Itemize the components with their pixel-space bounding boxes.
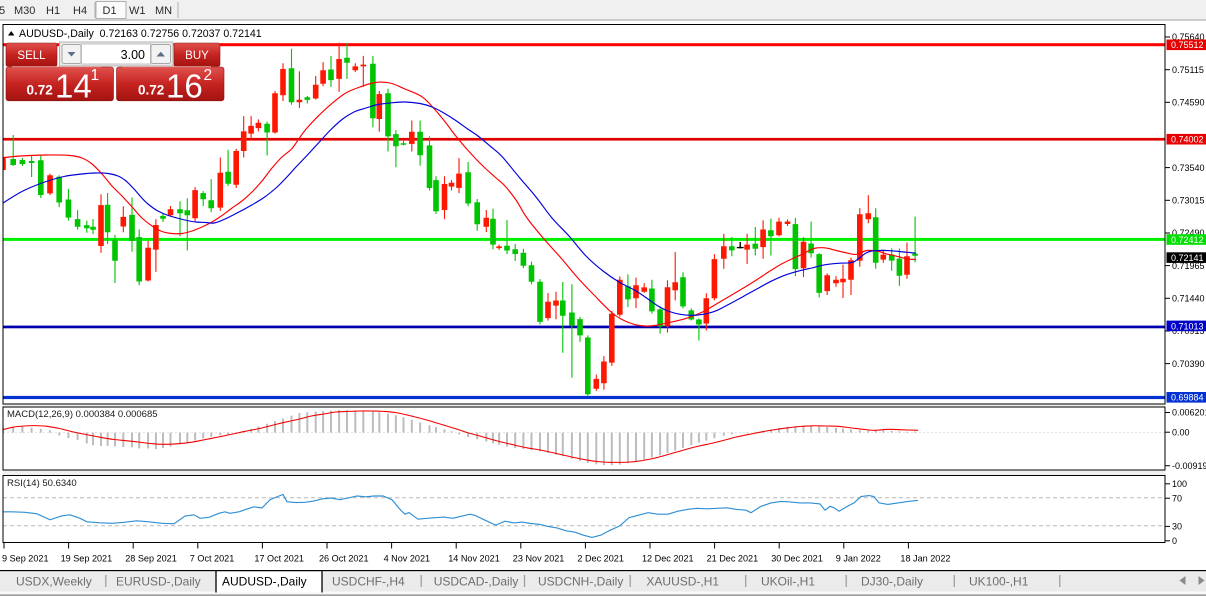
svg-text:14: 14 [55,68,92,105]
svg-text:0.74590: 0.74590 [1172,98,1205,108]
svg-text:9 Sep 2021: 9 Sep 2021 [2,554,49,564]
svg-text:0.71440: 0.71440 [1172,294,1205,304]
svg-text:4 Nov 2021: 4 Nov 2021 [384,554,431,564]
svg-text:-0.009197: -0.009197 [1172,461,1206,471]
svg-text:AUDUSD-,Daily: AUDUSD-,Daily [222,575,307,589]
svg-text:16: 16 [166,68,203,105]
svg-text:21 Dec 2021: 21 Dec 2021 [707,554,759,564]
svg-text:0.00: 0.00 [1172,427,1190,437]
svg-text:RSI(14) 50.6340: RSI(14) 50.6340 [7,478,77,489]
svg-text:W1: W1 [129,5,146,17]
svg-text:3.00: 3.00 [121,48,145,62]
svg-text:70: 70 [1172,493,1182,503]
svg-text:0.72490: 0.72490 [1172,228,1205,238]
svg-text:0.71013: 0.71013 [1171,321,1204,331]
svg-text:0.70390: 0.70390 [1172,359,1205,369]
svg-text:SELL: SELL [17,50,46,62]
svg-text:USDX,Weekly: USDX,Weekly [16,575,92,589]
svg-text:0.006201: 0.006201 [1172,408,1206,418]
svg-text:5: 5 [0,5,5,17]
svg-text:0.75640: 0.75640 [1172,32,1205,42]
svg-text:1: 1 [91,67,100,84]
svg-text:0.75115: 0.75115 [1172,65,1204,75]
svg-text:23 Nov 2021: 23 Nov 2021 [513,554,565,564]
svg-text:XAUUSD-,H1: XAUUSD-,H1 [646,575,719,589]
svg-text:30: 30 [1172,522,1182,532]
svg-text:DJ30-,Daily: DJ30-,Daily [861,575,923,589]
svg-text:MACD(12,26,9) 0.000384 0.00068: MACD(12,26,9) 0.000384 0.000685 [7,409,158,420]
svg-text:9 Jan 2022: 9 Jan 2022 [836,554,881,564]
svg-text:H1: H1 [46,5,60,17]
svg-text:EURUSD-,Daily: EURUSD-,Daily [116,575,201,589]
svg-text:7 Oct 2021: 7 Oct 2021 [190,554,235,564]
svg-text:USDCNH-,Daily: USDCNH-,Daily [538,575,623,589]
svg-text:USDCAD-,Daily: USDCAD-,Daily [434,575,519,589]
svg-text:12 Dec 2021: 12 Dec 2021 [642,554,694,564]
svg-text:0: 0 [1172,536,1177,546]
svg-text:0.72412: 0.72412 [1171,235,1204,245]
svg-text:AUDUSD-,Daily 0.72163 0.72756: AUDUSD-,Daily 0.72163 0.72756 0.72037 0.… [19,28,262,40]
svg-text:0.73015: 0.73015 [1172,196,1205,206]
svg-text:H4: H4 [73,5,87,17]
svg-text:0.72: 0.72 [27,83,53,98]
svg-text:0.75512: 0.75512 [1171,40,1204,50]
svg-text:UKOil-,H1: UKOil-,H1 [761,575,815,589]
svg-text:D1: D1 [103,5,117,17]
svg-text:17 Oct 2021: 17 Oct 2021 [254,554,304,564]
svg-text:0.72141: 0.72141 [1171,253,1204,263]
svg-text:USDCHF-,H4: USDCHF-,H4 [332,575,405,589]
svg-text:2 Dec 2021: 2 Dec 2021 [577,554,624,564]
svg-text:0.72: 0.72 [138,83,164,98]
svg-text:28 Sep 2021: 28 Sep 2021 [125,554,177,564]
svg-text:0.71965: 0.71965 [1172,261,1205,271]
svg-text:0.69884: 0.69884 [1171,393,1204,403]
svg-text:19 Sep 2021: 19 Sep 2021 [61,554,113,564]
svg-text:2: 2 [204,67,213,84]
svg-text:0.74002: 0.74002 [1171,135,1204,145]
svg-text:0.73540: 0.73540 [1172,163,1205,173]
svg-text:26 Oct 2021: 26 Oct 2021 [319,554,369,564]
svg-text:18 Jan 2022: 18 Jan 2022 [900,554,950,564]
svg-text:30 Dec 2021: 30 Dec 2021 [771,554,823,564]
svg-text:14 Nov 2021: 14 Nov 2021 [448,554,500,564]
svg-text:UK100-,H1: UK100-,H1 [969,575,1029,589]
svg-text:MN: MN [155,5,172,17]
svg-text:M30: M30 [14,5,35,17]
svg-text:100: 100 [1172,479,1187,489]
svg-text:BUY: BUY [185,50,209,62]
